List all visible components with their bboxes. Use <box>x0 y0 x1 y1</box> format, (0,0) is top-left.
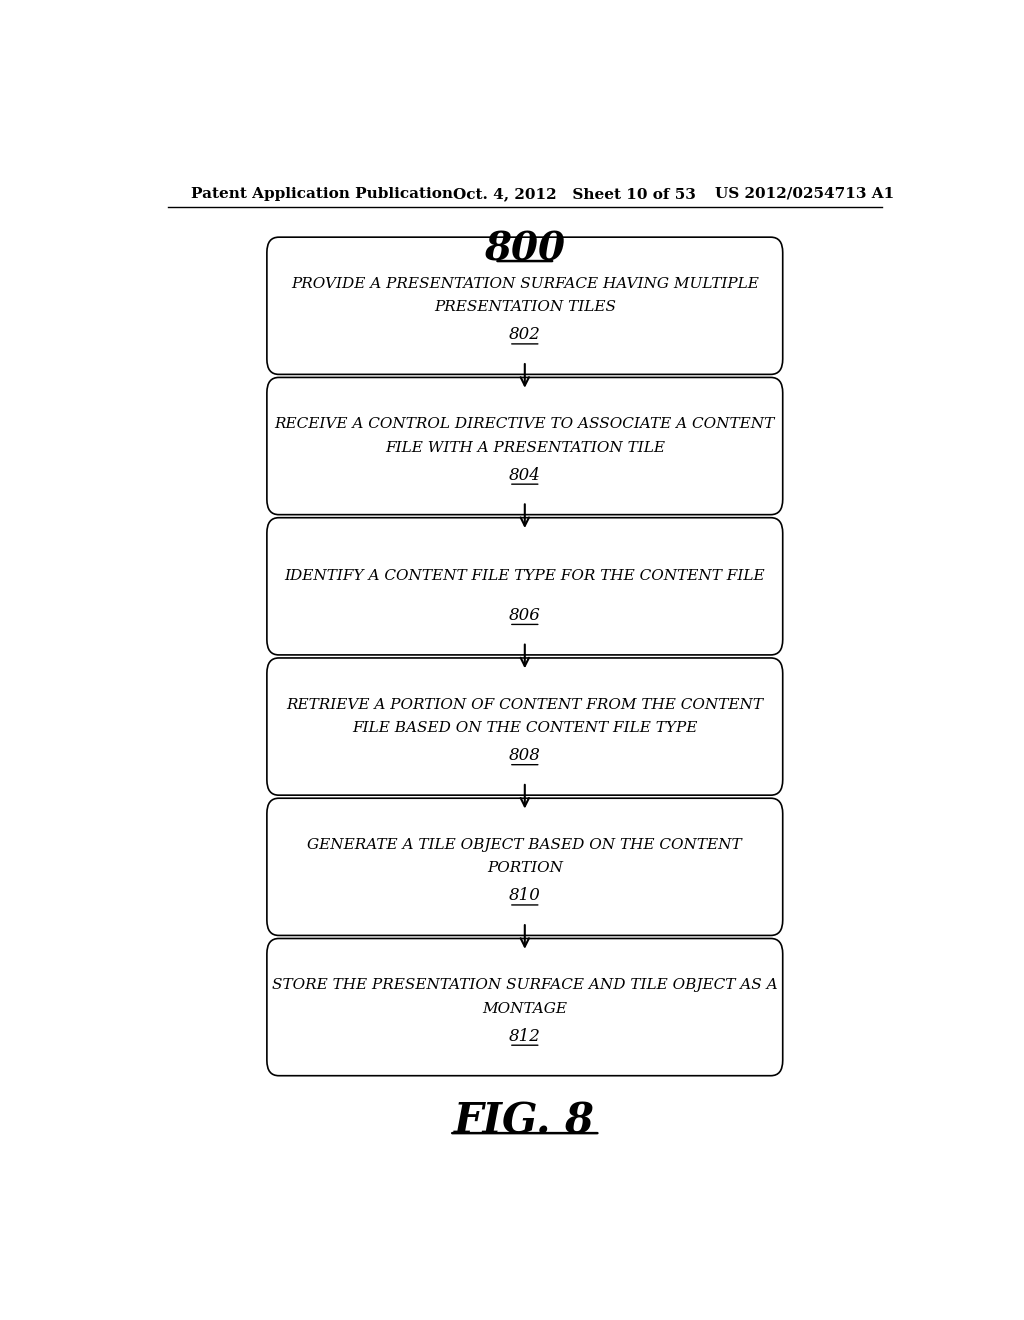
Text: FILE BASED ON THE CONTENT FILE TYPE: FILE BASED ON THE CONTENT FILE TYPE <box>352 721 697 735</box>
Text: RETRIEVE A PORTION OF CONTENT FROM THE CONTENT: RETRIEVE A PORTION OF CONTENT FROM THE C… <box>287 698 763 711</box>
FancyBboxPatch shape <box>267 378 782 515</box>
Text: PORTION: PORTION <box>486 862 563 875</box>
Text: MONTAGE: MONTAGE <box>482 1002 567 1015</box>
Text: FIG. 8: FIG. 8 <box>455 1101 595 1143</box>
Text: 800: 800 <box>484 231 565 269</box>
Text: IDENTIFY A CONTENT FILE TYPE FOR THE CONTENT FILE: IDENTIFY A CONTENT FILE TYPE FOR THE CON… <box>285 569 765 583</box>
Text: RECEIVE A CONTROL DIRECTIVE TO ASSOCIATE A CONTENT: RECEIVE A CONTROL DIRECTIVE TO ASSOCIATE… <box>274 417 775 432</box>
FancyBboxPatch shape <box>267 799 782 936</box>
Text: 810: 810 <box>509 887 541 904</box>
Text: STORE THE PRESENTATION SURFACE AND TILE OBJECT AS A: STORE THE PRESENTATION SURFACE AND TILE … <box>272 978 777 993</box>
FancyBboxPatch shape <box>267 939 782 1076</box>
Text: Oct. 4, 2012   Sheet 10 of 53: Oct. 4, 2012 Sheet 10 of 53 <box>454 187 696 201</box>
Text: PROVIDE A PRESENTATION SURFACE HAVING MULTIPLE: PROVIDE A PRESENTATION SURFACE HAVING MU… <box>291 277 759 290</box>
FancyBboxPatch shape <box>267 657 782 795</box>
Text: US 2012/0254713 A1: US 2012/0254713 A1 <box>715 187 895 201</box>
Text: 804: 804 <box>509 466 541 483</box>
Text: FILE WITH A PRESENTATION TILE: FILE WITH A PRESENTATION TILE <box>385 441 665 454</box>
FancyBboxPatch shape <box>267 238 782 375</box>
FancyBboxPatch shape <box>267 517 782 655</box>
Text: GENERATE A TILE OBJECT BASED ON THE CONTENT: GENERATE A TILE OBJECT BASED ON THE CONT… <box>307 838 742 851</box>
Text: 812: 812 <box>509 1027 541 1044</box>
Text: 802: 802 <box>509 326 541 343</box>
Text: 808: 808 <box>509 747 541 764</box>
Text: PRESENTATION TILES: PRESENTATION TILES <box>434 301 615 314</box>
Text: Patent Application Publication: Patent Application Publication <box>191 187 454 201</box>
Text: 806: 806 <box>509 607 541 624</box>
